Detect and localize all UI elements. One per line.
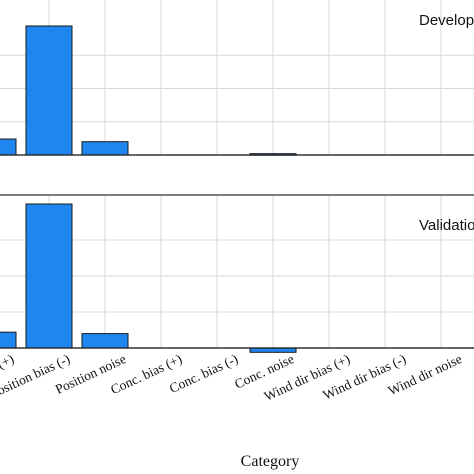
bar [25, 25, 73, 156]
bar [0, 331, 17, 349]
panel-label: Development [419, 12, 474, 29]
development-panel: Development [0, 0, 474, 156]
axes-frame [0, 194, 474, 349]
panel-label: Validation [419, 217, 474, 234]
bar [0, 138, 17, 156]
x-axis-title: Category [241, 453, 300, 470]
bar [25, 203, 73, 349]
x-tick-labels: Position bias (+)Position bias (-)Positi… [0, 351, 474, 404]
validation-panel: Validation [0, 194, 474, 353]
bar [81, 141, 129, 156]
bar [81, 333, 129, 349]
axes-frame [0, 154, 474, 156]
